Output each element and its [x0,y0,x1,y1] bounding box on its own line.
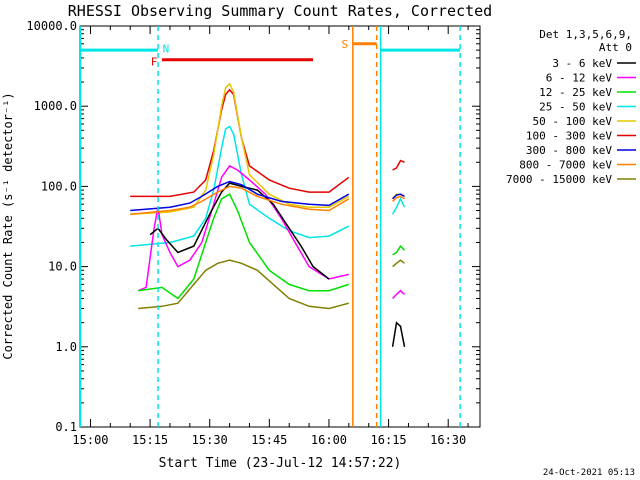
x-tick-label: 15:30 [192,433,228,447]
series-800-7000-kev-kev [130,185,350,215]
legend: Det 1,3,5,6,9, Att 0 3 - 6 keV 6 - 12 keV… [506,28,636,186]
legend-label: 300 - 800 keV [526,144,612,157]
x-axis: 15:00 15:15 15:30 15:45 16:00 16:15 16:30 [72,26,469,447]
y-tick-label: 10000.0 [26,19,77,33]
series-300-800-kev-kev [130,180,350,212]
legend-label: 800 - 7000 keV [519,159,612,172]
legend-label: 12 - 25 keV [539,86,612,99]
series-6-12-kev-kev [392,289,406,300]
series-12-25-kev-kev [392,244,406,256]
y-tick-label: 10.0 [48,260,77,274]
chart-title: RHESSI Observing Summary Count Rates, Co… [68,2,492,20]
series-50-100-kev-kev [130,82,350,215]
legend-label: 50 - 100 keV [533,115,613,128]
y-tick-label: 1.0 [55,340,77,354]
series-7000-15000-kev-kev [138,259,349,310]
flag-label: F [151,55,158,68]
x-tick-label: 15:15 [132,433,168,447]
data-series [130,82,406,347]
plot-area [79,25,481,428]
series-100-300-kev-kev [130,88,350,198]
series-25-50-kev-kev [130,125,350,247]
series-12-25-kev-kev [138,193,350,300]
x-axis-label: Start Time (23-Jul-12 14:57:22) [159,456,402,471]
legend-detectors: Det 1,3,5,6,9, [539,28,632,41]
series-800-7000-kev-kev [392,195,405,202]
attenuator-and-flag-markers: NF S [79,26,461,427]
x-tick-label: 15:45 [251,433,287,447]
flag-label: S [342,38,349,51]
series-300-800-kev-kev [392,193,405,200]
flag-label: N [163,42,170,55]
series-3-6-kev-kev [391,321,406,347]
y-axis: 0.1 1.0 10.0 100.0 1000.0 10000.0 [26,19,480,434]
x-tick-label: 16:00 [311,433,347,447]
legend-label: 25 - 50 keV [539,101,612,114]
legend-label: 3 - 6 keV [552,57,612,70]
series-100-300-kev-kev [392,159,405,171]
plot-frame [79,25,481,428]
y-tick-label: 100.0 [41,179,77,193]
legend-label: 7000 - 15000 keV [506,173,612,186]
series-25-50-kev-kev [391,197,406,215]
series-3-6-kev-kev [149,182,330,280]
y-axis-label: Corrected Count Rate (s⁻¹ detector⁻¹) [1,92,15,359]
legend-label: 100 - 300 keV [526,130,612,143]
y-tick-label: 1000.0 [34,99,77,113]
series-7000-15000-kev-kev [392,259,405,268]
footer-timestamp: 24-Oct-2021 05:13 [543,468,635,478]
y-tick-label: 0.1 [55,420,77,434]
x-tick-label: 16:30 [430,433,466,447]
x-tick-label: 15:00 [72,433,108,447]
x-tick-label: 16:15 [371,433,407,447]
legend-attenuator: Att 0 [599,41,632,54]
legend-label: 6 - 12 keV [546,72,613,85]
